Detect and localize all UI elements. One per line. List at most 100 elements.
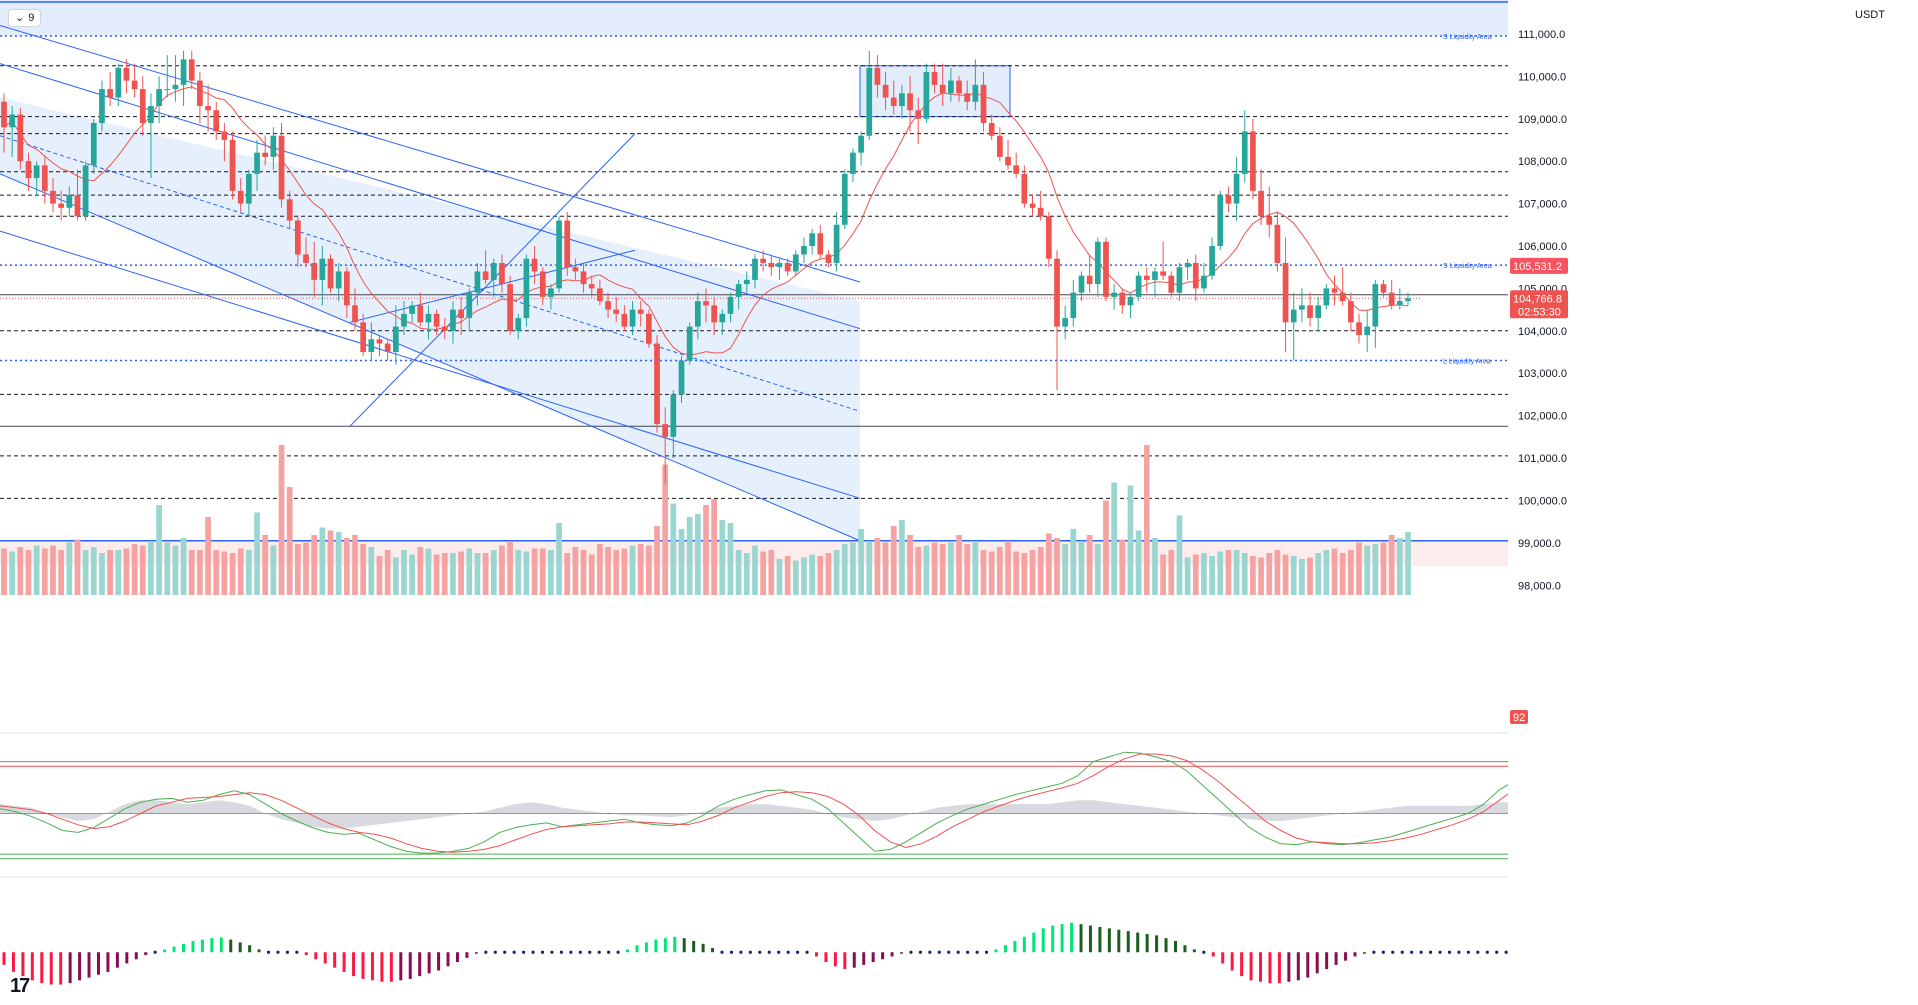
volume-bar <box>450 553 456 595</box>
histogram-bar <box>1098 926 1102 953</box>
oscillator-area <box>0 800 1718 829</box>
histogram-bar <box>1003 945 1007 953</box>
price-axis[interactable]: 111,000.0 110,000.0 109,000.0 108,000.0 107,… <box>1508 0 1918 1005</box>
candle-body <box>654 343 660 425</box>
price-label-text: 104,766.8 <box>1513 293 1562 305</box>
candle-body <box>1 101 7 128</box>
volume-bar <box>1029 550 1036 595</box>
candle-body <box>1070 292 1077 319</box>
price-tick-label: 106,000.0 <box>1518 241 1567 253</box>
interval-button[interactable]: ⌄ 9 <box>8 9 42 27</box>
candle-body <box>850 152 856 174</box>
histogram-bar <box>654 939 658 953</box>
candle-body <box>866 67 873 136</box>
volume-bar <box>474 553 481 595</box>
volume-bar <box>629 545 636 595</box>
volume-bar <box>646 545 652 595</box>
volume-bar <box>915 547 922 595</box>
volume-bar <box>1176 515 1183 595</box>
volume-bar <box>686 517 693 595</box>
histogram-dot <box>984 950 989 954</box>
histogram-bar <box>1277 952 1281 984</box>
histogram-dot <box>1202 950 1206 954</box>
histogram-dot <box>1447 950 1452 954</box>
oscillator-series-line <box>0 751 1719 854</box>
candle-body <box>556 220 562 289</box>
candle-body <box>74 195 81 217</box>
candle-body <box>1045 216 1052 259</box>
volume-bar <box>360 544 367 595</box>
volume-bar <box>899 520 905 595</box>
histogram-bar <box>881 952 885 960</box>
volume-bar <box>425 548 432 595</box>
volume-bar <box>327 530 334 595</box>
histogram-dot <box>1428 950 1433 954</box>
histogram-dot <box>266 950 271 954</box>
candle-body <box>915 110 922 119</box>
volume-bar <box>433 554 440 595</box>
volume-badge <box>1510 710 1528 724</box>
candle-body <box>792 254 799 272</box>
histogram-bar <box>333 952 337 968</box>
zone-label: S Liquidity Area <box>1443 34 1492 41</box>
histogram-bar <box>1107 928 1111 953</box>
volume-bar <box>760 551 766 595</box>
volume-bar <box>1062 544 1069 595</box>
candle-body <box>899 93 905 107</box>
candle-body <box>670 394 677 437</box>
histogram-bar <box>1060 924 1064 953</box>
volume-bar <box>588 554 595 595</box>
volume-bar <box>548 550 554 595</box>
candle-body <box>66 195 73 208</box>
candle-body <box>409 305 415 314</box>
candle-body <box>564 220 571 268</box>
volume-bar <box>33 545 40 595</box>
histogram-bar <box>1315 952 1319 974</box>
zone-labels: S Liquidity Area S Liquidity Area L Liquid… <box>1443 34 1492 365</box>
volume-bar <box>833 550 840 595</box>
histogram-bar <box>900 952 904 954</box>
histogram-bar <box>1249 952 1253 981</box>
candle-body <box>613 309 620 314</box>
volume-bar <box>1209 556 1215 595</box>
histogram-dot <box>739 950 743 954</box>
volume-bar <box>221 551 228 595</box>
volume-bar <box>286 487 293 595</box>
candle-body <box>523 258 530 319</box>
volume-bar <box>368 547 375 595</box>
candle-body <box>1029 203 1036 208</box>
volume-bar <box>417 547 424 595</box>
candle-body <box>41 165 48 191</box>
volume-bar <box>931 542 938 595</box>
histogram-dot <box>928 950 932 954</box>
candle-body <box>376 339 383 344</box>
candle-body <box>605 301 611 310</box>
volume-bar <box>392 557 399 595</box>
candle-body <box>1111 292 1117 297</box>
candlesticks[interactable] <box>1 50 1411 484</box>
histogram-dot <box>1419 950 1423 954</box>
histogram-bar <box>248 945 252 953</box>
volume-bar <box>817 556 824 595</box>
candle-body <box>1348 301 1354 323</box>
histogram-dot <box>1381 950 1385 954</box>
volume-bar <box>776 559 783 595</box>
candle-body <box>727 296 734 314</box>
candle-body <box>197 80 203 107</box>
histogram-dot <box>559 950 564 954</box>
candle-body <box>1266 216 1273 225</box>
volume-bar <box>482 553 489 595</box>
histogram-dot <box>512 950 516 954</box>
volume-bar <box>25 550 32 595</box>
volume-bar <box>1396 538 1403 595</box>
histogram-bar <box>455 952 459 963</box>
candle-body <box>621 313 628 327</box>
volume-bar <box>711 499 718 595</box>
volume-bar <box>1217 551 1224 595</box>
histogram-bar <box>1334 952 1338 965</box>
volume-bar <box>1119 539 1126 595</box>
volume-bar <box>1111 482 1117 595</box>
volume-bar <box>384 550 391 595</box>
histogram-bar <box>852 952 856 968</box>
